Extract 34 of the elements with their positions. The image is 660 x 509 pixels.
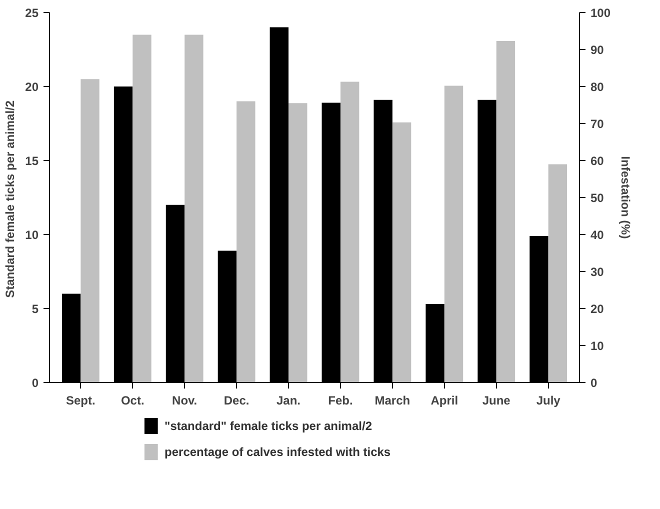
y-axis-title: Standard female ticks per animal/2 — [3, 100, 18, 298]
legend-label: percentage of calves infested with ticks — [164, 445, 391, 460]
y2-tick-label: 50 — [590, 191, 604, 205]
y-tick-label: 5 — [32, 302, 39, 316]
y2-axis-title: Infestation (%) — [618, 156, 633, 239]
y2-tick-label: 90 — [590, 43, 604, 57]
y-tick-label: 25 — [25, 6, 39, 20]
legend-label: "standard" female ticks per animal/2 — [164, 419, 372, 433]
y2-tick-label: 80 — [590, 80, 604, 94]
x-tick-label: Jan. — [276, 394, 301, 408]
y-tick-label: 20 — [25, 80, 39, 94]
x-tick-label: April — [430, 394, 458, 408]
y-tick-label: 15 — [25, 154, 39, 168]
y2-tick-label: 10 — [590, 339, 604, 353]
x-tick-label: March — [374, 394, 410, 408]
y2-tick-label: 70 — [590, 117, 604, 131]
y2-tick-label: 0 — [590, 376, 598, 390]
x-tick-label: Sept. — [66, 394, 96, 408]
bar — [444, 86, 464, 382]
x-tick-label: Nov. — [172, 394, 198, 408]
x-tick-label: Feb. — [328, 394, 353, 408]
y2-tick-label: 40 — [590, 228, 604, 242]
x-tick-label: Dec. — [224, 394, 250, 408]
y2-tick-label: 30 — [590, 265, 604, 279]
y-tick-label: 10 — [25, 228, 39, 242]
x-tick-label: Oct. — [120, 394, 144, 408]
bar — [236, 101, 256, 382]
bar — [80, 79, 100, 382]
y-tick-label: 0 — [32, 376, 39, 390]
x-tick-label: July — [536, 394, 561, 408]
y2-tick-label: 60 — [590, 154, 604, 168]
y2-tick-label: 100 — [590, 6, 611, 20]
x-tick-label: June — [482, 394, 511, 408]
y2-tick-label: 20 — [590, 302, 604, 316]
